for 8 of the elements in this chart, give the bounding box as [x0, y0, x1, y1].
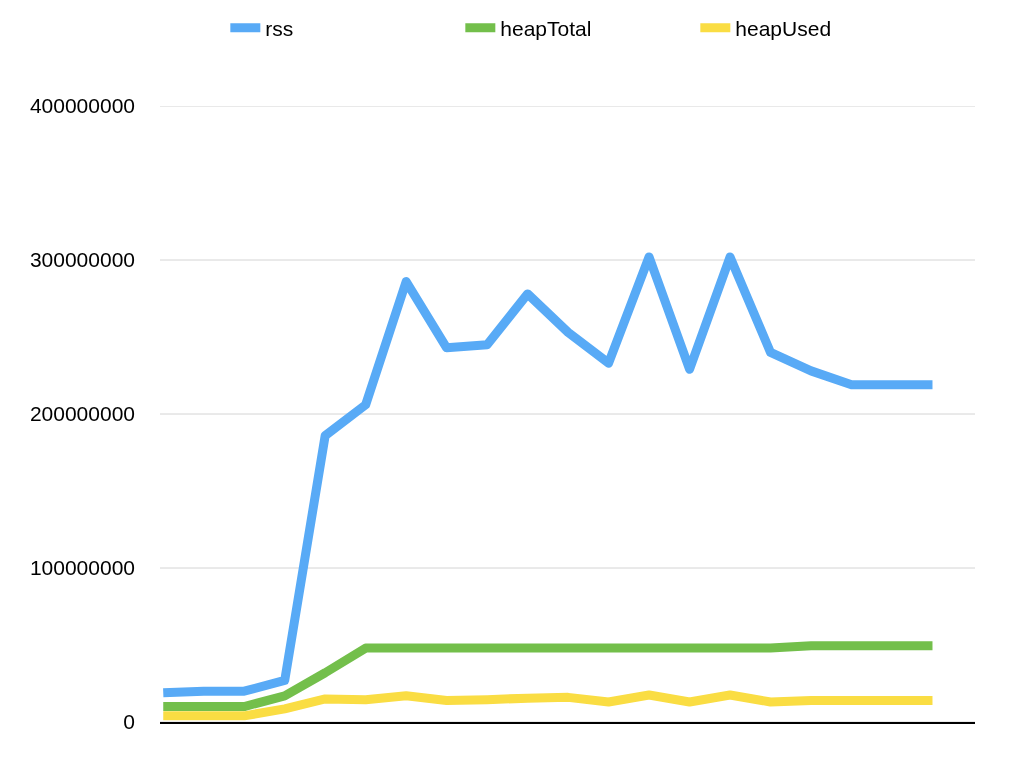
y-tick-label: 400000000 [29, 94, 135, 118]
legend-label: heapUsed [735, 17, 832, 40]
y-tick-label: 200000000 [29, 402, 135, 426]
y-tick-label: 300000000 [29, 248, 135, 272]
y-tick-label: 100000000 [29, 556, 135, 580]
y-tick-label: 0 [123, 710, 135, 734]
legend-label: rss [265, 17, 294, 40]
legend-label: heapTotal [500, 17, 592, 40]
